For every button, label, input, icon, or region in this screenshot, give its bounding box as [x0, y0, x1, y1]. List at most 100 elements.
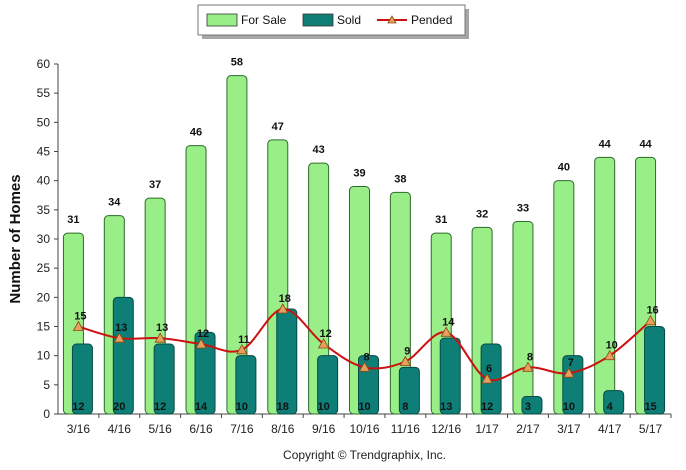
legend-swatch-for-sale: [206, 13, 238, 27]
sold-value-label: 12: [72, 401, 84, 413]
y-tick-label: 30: [37, 232, 51, 246]
for-sale-bar: [226, 75, 248, 415]
pended-marker: [277, 303, 289, 314]
plot-area: 0510152025303540455055603134374658474339…: [37, 57, 672, 436]
pended-value-label: 8: [363, 351, 369, 363]
sold-value-label: 15: [644, 401, 656, 413]
pended-value-label: 8: [527, 351, 533, 363]
pended-value-label: 7: [568, 357, 574, 369]
for-sale-value-label: 32: [476, 208, 488, 220]
y-tick-label: 5: [43, 378, 50, 392]
sold-value-label: 10: [318, 401, 330, 413]
sold-bar: [521, 396, 543, 415]
x-tick-label: 4/16: [108, 422, 132, 436]
x-tick-label: 3/16: [67, 422, 91, 436]
x-tick-label: 1/17: [475, 422, 499, 436]
pended-value-label: 16: [646, 305, 658, 317]
pended-value-label: 11: [238, 334, 250, 346]
pended-marker: [522, 361, 534, 372]
pended-marker: [358, 361, 371, 372]
pended-marker: [399, 355, 412, 366]
pended-marker: [236, 344, 248, 355]
pended-marker: [317, 338, 330, 349]
legend-label: Sold: [337, 13, 361, 27]
sold-bar: [71, 343, 93, 415]
legend-label: Pended: [411, 13, 452, 27]
legend-marker-pended: [387, 15, 397, 24]
x-tick-label: 5/17: [639, 422, 663, 436]
x-tick-label: 4/17: [598, 422, 622, 436]
pended-marker: [72, 320, 85, 331]
x-tick-label: 10/16: [349, 422, 379, 436]
pended-value-label: 13: [115, 322, 127, 334]
for-sale-value-label: 31: [67, 214, 79, 226]
x-tick-label: 8/16: [271, 422, 295, 436]
pended-value-label: 12: [320, 328, 332, 340]
for-sale-bar: [308, 162, 330, 415]
sold-bar: [439, 337, 461, 415]
pended-value-label: 15: [74, 311, 86, 323]
y-tick-label: 50: [37, 115, 51, 129]
pended-value-label: 10: [606, 340, 618, 352]
y-tick-label: 45: [37, 145, 51, 159]
sold-bar: [398, 366, 420, 415]
pended-marker: [440, 326, 452, 337]
x-tick-label: 2/17: [516, 422, 540, 436]
for-sale-value-label: 37: [149, 179, 161, 191]
y-tick-label: 20: [37, 290, 51, 304]
for-sale-value-label: 38: [394, 173, 406, 185]
sold-value-label: 8: [402, 401, 408, 413]
for-sale-bar: [512, 221, 534, 415]
sold-bar: [112, 296, 134, 415]
sold-value-label: 4: [607, 401, 614, 413]
copyright-footer: Copyright © Trendgraphix, Inc.: [283, 448, 446, 462]
sold-value-label: 3: [525, 401, 531, 413]
pended-value-label: 13: [156, 322, 168, 334]
for-sale-value-label: 46: [190, 127, 202, 139]
sold-value-label: 10: [358, 401, 370, 413]
legend-label: For Sale: [241, 13, 287, 27]
x-tick-label: 3/17: [557, 422, 581, 436]
for-sale-value-label: 39: [353, 168, 365, 180]
pended-value-label: 12: [197, 328, 209, 340]
sold-bar: [235, 355, 257, 415]
legend-swatch-sold: [302, 13, 334, 27]
pended-value-label: 18: [279, 293, 291, 305]
pended-marker: [604, 349, 616, 361]
sold-value-label: 20: [113, 401, 125, 413]
x-tick-label: 12/16: [431, 422, 461, 436]
for-sale-value-label: 58: [231, 57, 243, 69]
for-sale-value-label: 34: [108, 197, 121, 209]
sold-bar: [194, 331, 216, 415]
for-sale-value-label: 47: [272, 121, 284, 133]
x-tick-label: 11/16: [391, 422, 420, 436]
x-tick-label: 6/16: [189, 422, 213, 436]
for-sale-value-label: 40: [558, 162, 570, 174]
pended-marker: [644, 314, 657, 326]
y-tick-label: 0: [43, 407, 50, 421]
sold-bar: [276, 308, 298, 415]
x-tick-label: 5/16: [148, 422, 172, 436]
legend: For Sale Sold Pended: [197, 4, 469, 39]
x-tick-label: 9/16: [312, 422, 336, 436]
sold-value-label: 12: [154, 401, 166, 413]
y-tick-label: 10: [37, 349, 51, 363]
sold-bar: [644, 326, 666, 415]
sold-value-label: 13: [440, 401, 452, 413]
sold-value-label: 18: [277, 401, 289, 413]
pended-value-label: 9: [404, 346, 410, 358]
for-sale-value-label: 44: [639, 138, 652, 150]
x-tick-label: 7/16: [230, 422, 254, 436]
pended-marker: [195, 338, 207, 349]
pended-marker: [154, 332, 166, 343]
sold-value-label: 10: [236, 401, 248, 413]
sold-bar: [603, 390, 625, 415]
sold-value-label: 10: [563, 401, 575, 413]
for-sale-value-label: 31: [435, 214, 447, 226]
pended-value-label: 14: [442, 316, 455, 328]
for-sale-bar: [594, 156, 616, 415]
sold-bar: [153, 343, 175, 415]
sold-value-label: 14: [195, 401, 208, 413]
